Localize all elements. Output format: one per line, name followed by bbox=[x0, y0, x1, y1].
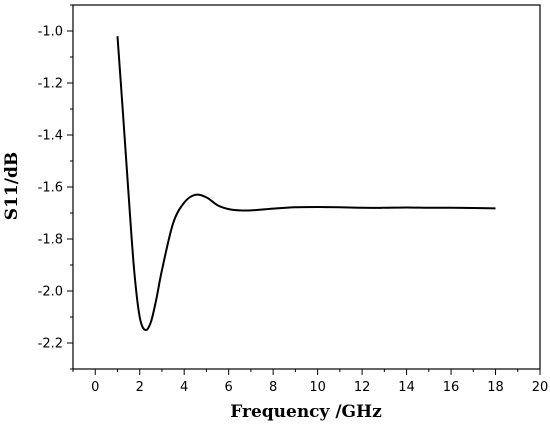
y-tick-label: -2.0 bbox=[38, 285, 63, 300]
x-tick-label: 8 bbox=[269, 380, 277, 395]
y-tick-label: -1.4 bbox=[38, 129, 63, 144]
x-tick-label: 20 bbox=[532, 380, 549, 395]
x-tick-label: 0 bbox=[91, 380, 99, 395]
y-tick-label: -1.8 bbox=[38, 233, 63, 248]
x-tick-label: 6 bbox=[225, 380, 233, 395]
y-tick-label: -1.2 bbox=[38, 77, 63, 92]
y-tick-label: -1.0 bbox=[38, 25, 63, 40]
x-tick-label: 4 bbox=[180, 380, 188, 395]
x-tick-label: 16 bbox=[443, 380, 460, 395]
y-tick-label: -1.6 bbox=[38, 181, 63, 196]
x-tick-label: 2 bbox=[136, 380, 144, 395]
x-tick-label: 14 bbox=[398, 380, 415, 395]
y-axis-title: S11/dB bbox=[2, 152, 22, 220]
x-tick-label: 12 bbox=[354, 380, 371, 395]
x-axis-title: Frequency /GHz bbox=[230, 402, 382, 422]
plot-frame bbox=[72, 4, 541, 370]
x-tick-label: 10 bbox=[309, 380, 326, 395]
series-line bbox=[116, 36, 496, 332]
x-tick-label: 18 bbox=[487, 380, 504, 395]
y-tick-label: -2.2 bbox=[38, 337, 63, 352]
